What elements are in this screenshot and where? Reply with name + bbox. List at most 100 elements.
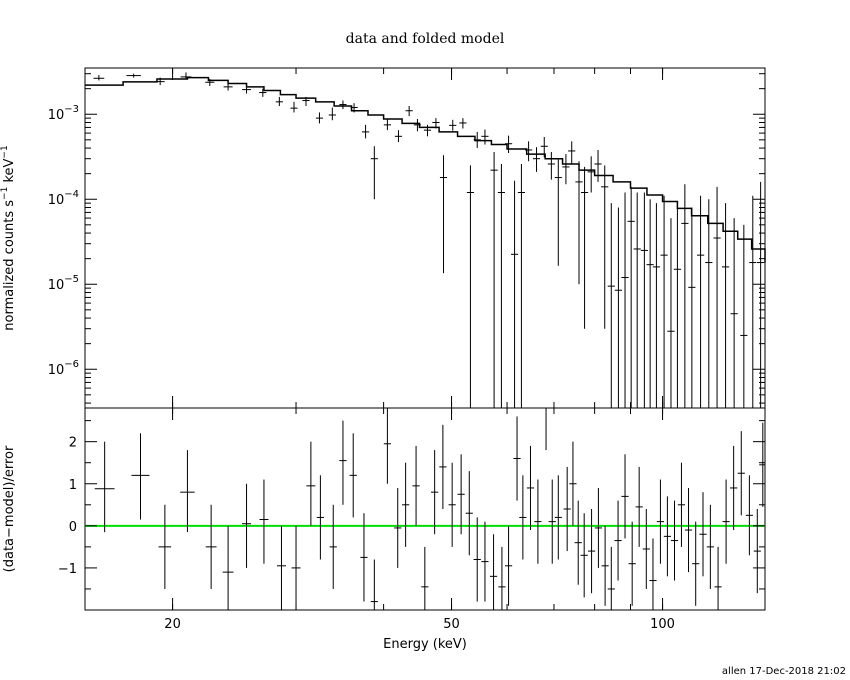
data-point [633, 192, 641, 408]
residual-point [473, 517, 481, 602]
residual-point [465, 471, 473, 556]
residual-point [677, 462, 686, 547]
top-frame [84, 67, 766, 409]
data-point [370, 146, 378, 200]
data-point [607, 203, 615, 408]
residual-point [656, 479, 665, 564]
residual-point [329, 504, 337, 589]
residual-point [684, 487, 693, 573]
residual-point [730, 445, 738, 531]
residual-point [526, 445, 535, 531]
model-step-line [85, 76, 766, 263]
data-point [614, 207, 623, 408]
data-point [223, 83, 233, 91]
residual-point [621, 454, 629, 539]
residual-point [383, 408, 391, 484]
data-point [705, 199, 713, 408]
data-point [275, 96, 283, 107]
data-point [749, 195, 757, 408]
data-point [627, 186, 635, 408]
residual-point [753, 509, 761, 594]
y-tick-exp: −4 [64, 189, 79, 200]
residual-point [663, 496, 671, 577]
y-tick-exp: −6 [64, 359, 79, 370]
y-tick-label: 10−3 [48, 104, 79, 123]
top-ylabel-part-1: normalized counts s [2, 200, 17, 331]
residual-point [158, 504, 172, 589]
residual-point [574, 500, 582, 585]
data-point [532, 147, 541, 172]
data-point [673, 203, 682, 408]
residual-point [481, 521, 489, 602]
data-point [93, 74, 105, 81]
residual-point [519, 475, 527, 560]
residual-point [649, 538, 657, 610]
data-point [587, 156, 595, 193]
residual-point [291, 525, 301, 610]
top-panel: 10−310−410−510−6 normalized counts s−1 k… [0, 67, 766, 409]
residual-point [316, 475, 324, 560]
y-tick-label: 2 [69, 436, 77, 451]
data-point [405, 106, 413, 117]
data-point [568, 141, 576, 164]
data-point [466, 165, 475, 408]
residual-point [242, 483, 252, 568]
data-point [497, 163, 506, 408]
data-point [721, 203, 730, 408]
residual-point [412, 445, 420, 526]
y-tick-exp: −5 [64, 274, 79, 285]
y-tick-label: −1 [58, 562, 77, 577]
data-point [621, 192, 629, 408]
residual-points [94, 407, 765, 610]
residual-point [670, 500, 679, 581]
data-point [681, 184, 689, 408]
data-point [547, 151, 555, 180]
residual-point [394, 487, 402, 568]
residual-point [628, 521, 636, 606]
x-tick-label: 50 [443, 617, 460, 632]
residual-point [402, 462, 410, 547]
residual-point [431, 450, 439, 535]
residual-point [563, 466, 571, 552]
residual-point [699, 492, 707, 577]
residual-point [513, 416, 521, 501]
residual-point [370, 559, 378, 610]
residual-point [457, 454, 465, 535]
residual-point [607, 546, 615, 610]
residual-point [180, 450, 195, 533]
y-tick-base: 10 [48, 108, 65, 123]
top-ylabel-sup-1: −1 [0, 187, 10, 200]
y-tick-base: 10 [48, 278, 65, 293]
top-model-line [85, 76, 766, 263]
data-point [713, 186, 721, 408]
data-point [660, 195, 668, 408]
data-point [394, 130, 403, 143]
residual-point [587, 509, 596, 594]
residual-point [339, 420, 347, 505]
footer-stamp: allen 17-Dec-2018 21:02 [722, 666, 846, 677]
residual-point [306, 441, 316, 526]
data-point [383, 118, 391, 131]
chart-title: data and folded model [346, 31, 505, 47]
y-tick-base: 10 [48, 363, 65, 378]
residual-point [94, 441, 115, 533]
data-point [339, 100, 347, 110]
residual-point [276, 525, 286, 610]
residual-point [349, 433, 357, 518]
residual-point [360, 513, 368, 602]
data-point [328, 107, 336, 121]
data-point [490, 151, 498, 408]
residual-point [548, 479, 556, 564]
data-point [688, 207, 696, 408]
residual-point [722, 479, 730, 564]
residual-point [489, 534, 498, 610]
x-axis-label: Energy (keV) [383, 637, 467, 652]
top-ylabel-sup-2: −1 [0, 145, 10, 158]
y-tick-exp: −3 [64, 104, 79, 115]
data-point [667, 218, 675, 408]
residual-point [222, 525, 234, 610]
data-point [640, 192, 648, 408]
residual-point [692, 521, 700, 606]
y-tick-label: 0 [69, 520, 77, 535]
data-point [423, 124, 432, 137]
